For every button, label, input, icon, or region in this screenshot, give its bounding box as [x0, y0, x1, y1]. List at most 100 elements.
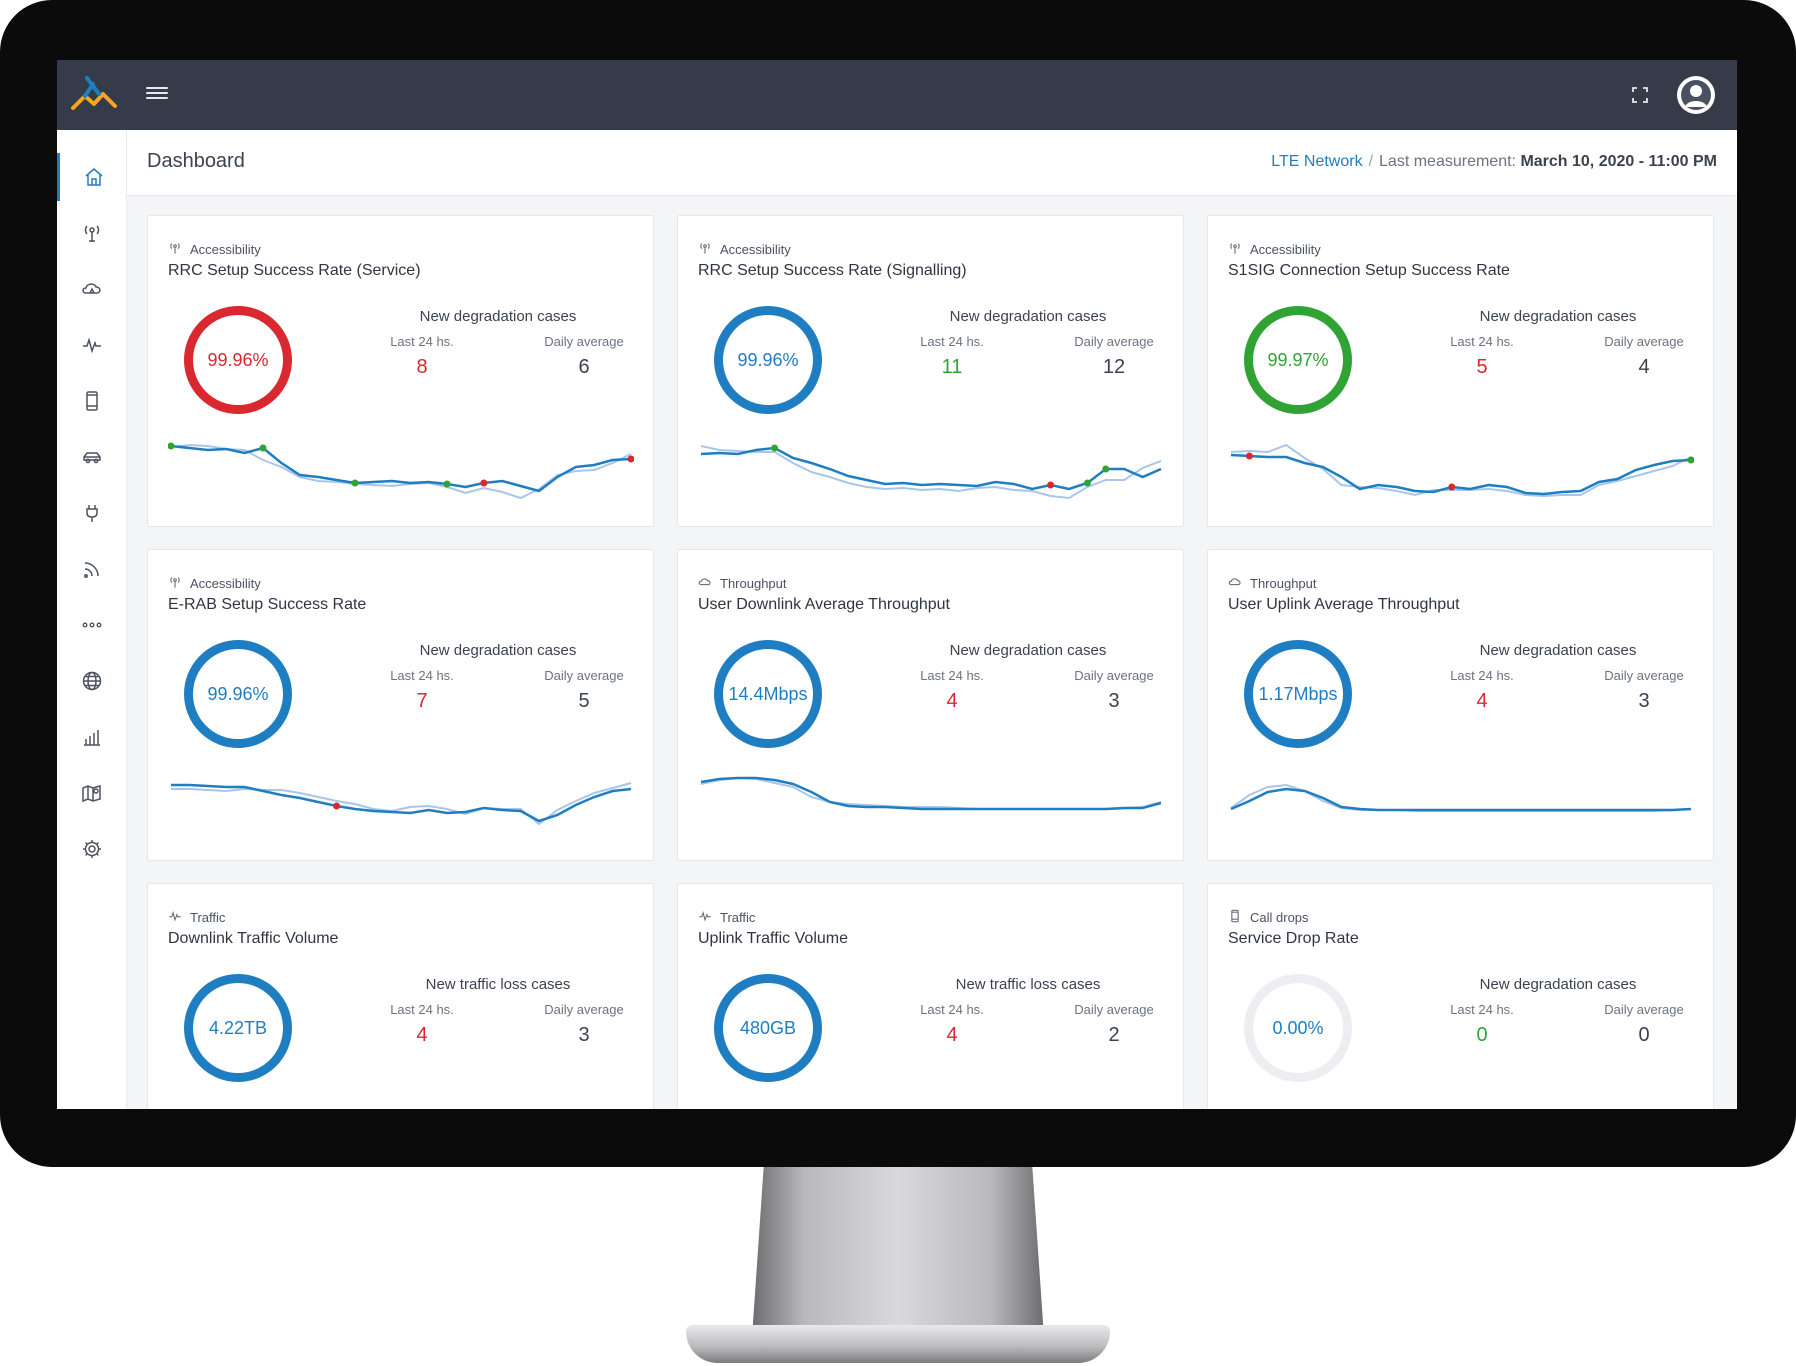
card-category: Traffic — [168, 909, 225, 926]
sidebar-item-network[interactable] — [57, 657, 127, 705]
app-logo[interactable] — [69, 74, 119, 119]
card-category-label: Throughput — [1250, 576, 1317, 591]
sidebar-item-cells[interactable] — [57, 209, 127, 257]
card-title: User Downlink Average Throughput — [698, 596, 950, 613]
pulse-icon — [83, 337, 101, 354]
last-24h-value: 4 — [946, 1024, 958, 1046]
card-category: Accessibility — [168, 241, 261, 258]
last-24h-value: 11 — [941, 356, 963, 378]
page-title: Dashboard — [147, 150, 245, 172]
trend-sparkline — [1230, 783, 1692, 812]
card-category-label: Traffic — [720, 910, 756, 925]
daily-average-value: 3 — [578, 1024, 590, 1046]
card-title: Uplink Traffic Volume — [698, 930, 848, 947]
last-24h-label: Last 24 hs. — [1450, 334, 1514, 349]
daily-average-value: 0 — [1638, 1024, 1650, 1046]
last-24h-label: Last 24 hs. — [390, 668, 454, 683]
stats-title: New degradation cases — [419, 308, 577, 325]
card-title: RRC Setup Success Rate (Service) — [168, 262, 421, 279]
pulse-icon — [698, 909, 712, 926]
card-title: RRC Setup Success Rate (Signalling) — [698, 262, 967, 279]
sidebar-item-devices[interactable] — [57, 377, 127, 425]
kpi-card[interactable]: Traffic Downlink Traffic Volume 4.22TB N… — [147, 883, 654, 1109]
kpi-gauge: 99.97% — [1244, 306, 1352, 414]
app-window: Dashboard LTE Network / Last measurement: … — [57, 60, 1737, 1109]
recovery-marker — [771, 444, 779, 452]
card-category-label: Traffic — [190, 910, 226, 925]
card-category: Throughput — [698, 575, 787, 592]
card-category: Accessibility — [698, 241, 791, 258]
recovery-marker — [259, 444, 267, 452]
breadcrumb-network-link[interactable]: LTE Network — [1271, 153, 1363, 170]
daily-average-value: 4 — [1638, 356, 1650, 378]
stats-title: New degradation cases — [419, 642, 577, 659]
kpi-card[interactable]: Accessibility E-RAB Setup Success Rate 9… — [147, 549, 654, 861]
sidebar-item-mobility[interactable] — [57, 433, 127, 481]
antenna-icon — [698, 241, 712, 258]
cloud-icon — [82, 283, 101, 294]
kpi-gauge-value: 1.17Mbps — [1258, 683, 1338, 704]
last-24h-label: Last 24 hs. — [1450, 1002, 1514, 1017]
last-24h-label: Last 24 hs. — [390, 1002, 454, 1017]
sidebar — [57, 130, 127, 1109]
degradation-marker — [333, 802, 341, 810]
more-icon — [82, 622, 102, 628]
user-avatar-icon[interactable] — [1677, 76, 1715, 114]
kpi-gauge-value: 99.97% — [1267, 349, 1329, 370]
sidebar-item-traffic[interactable] — [57, 321, 127, 369]
globe-icon — [82, 671, 102, 691]
sidebar-item-home[interactable] — [57, 153, 127, 201]
card-category: Traffic — [698, 909, 755, 926]
reference-line — [1230, 443, 1692, 498]
kpi-card[interactable]: Accessibility RRC Setup Success Rate (Se… — [147, 215, 654, 527]
kpi-card[interactable]: Accessibility S1SIG Connection Setup Suc… — [1207, 215, 1714, 527]
last-24h-value: 8 — [416, 356, 428, 378]
reference-line — [171, 782, 632, 826]
gear-icon — [83, 840, 101, 858]
last-24h-value: 4 — [946, 690, 958, 712]
kpi-gauge: 480GB — [714, 974, 822, 1082]
kpi-card[interactable]: Traffic Uplink Traffic Volume 480GB New … — [677, 883, 1184, 1109]
stats-title: New traffic loss cases — [955, 976, 1101, 993]
sidebar-item-power[interactable] — [57, 489, 127, 537]
daily-average-value: 12 — [1102, 356, 1126, 378]
bar-chart-icon — [84, 730, 100, 746]
kpi-card[interactable]: Throughput User Uplink Average Throughpu… — [1207, 549, 1714, 861]
daily-average-label: Daily average — [1604, 334, 1684, 349]
kpi-gauge: 99.96% — [184, 306, 292, 414]
sidebar-item-reports[interactable] — [57, 713, 127, 761]
sidebar-item-settings[interactable] — [57, 825, 127, 873]
daily-average-label: Daily average — [1604, 1002, 1684, 1017]
car-icon — [83, 452, 101, 464]
reference-line — [1230, 783, 1692, 812]
kpi-card[interactable]: Call drops Service Drop Rate 0.00% New d… — [1207, 883, 1714, 1109]
sidebar-item-more[interactable] — [57, 601, 127, 649]
daily-average-label: Daily average — [544, 1002, 624, 1017]
last-24h-value: 4 — [1476, 690, 1488, 712]
signal-icon — [84, 562, 99, 578]
measurement-date: March 10, 2020 - 11:00 PM — [1520, 153, 1717, 170]
daily-average-label: Daily average — [1604, 668, 1684, 683]
degradation-marker — [1245, 452, 1253, 460]
kpi-gauge-value: 99.96% — [737, 349, 799, 370]
last-24h-label: Last 24 hs. — [390, 334, 454, 349]
hamburger-icon[interactable] — [146, 84, 168, 106]
monitor-stand — [752, 1167, 1044, 1337]
kpi-card[interactable]: Accessibility RRC Setup Success Rate (Si… — [677, 215, 1184, 527]
kpi-line — [170, 444, 632, 493]
monitor-bezel: Dashboard LTE Network / Last measurement: … — [0, 0, 1796, 1167]
kpi-gauge-value: 480GB — [739, 1017, 797, 1038]
card-category: Accessibility — [1228, 241, 1321, 258]
expand-icon[interactable] — [1630, 85, 1650, 105]
stats-title: New degradation cases — [1479, 308, 1637, 325]
kpi-line — [171, 783, 632, 823]
sidebar-item-maps[interactable] — [57, 769, 127, 817]
last-24h-label: Last 24 hs. — [920, 334, 984, 349]
card-category: Call drops — [1228, 909, 1309, 926]
sidebar-item-coverage[interactable] — [57, 545, 127, 593]
sidebar-item-throughput[interactable] — [57, 265, 127, 313]
last-24h-value: 7 — [416, 690, 428, 712]
kpi-card[interactable]: Throughput User Downlink Average Through… — [677, 549, 1184, 861]
phone-icon — [86, 391, 98, 411]
kpi-gauge: 14.4Mbps — [714, 640, 822, 748]
